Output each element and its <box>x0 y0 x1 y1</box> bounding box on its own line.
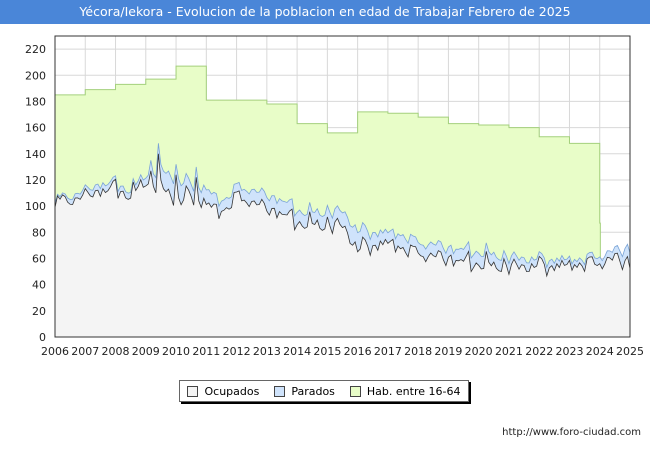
series-ocupados-area <box>55 153 630 337</box>
y-tick-label: 180 <box>25 95 46 108</box>
legend-item-parados: Parados <box>274 385 335 398</box>
x-tick-label: 2014 <box>283 345 311 358</box>
x-tick-label: 2023 <box>555 345 583 358</box>
x-tick-label: 2011 <box>192 345 220 358</box>
series-ocupados-line <box>54 153 631 278</box>
y-tick-label: 220 <box>25 43 46 56</box>
plot-frame <box>54 35 631 338</box>
parados-swatch <box>274 385 286 397</box>
y-tick-label: 0 <box>39 331 46 344</box>
y-tick-label: 40 <box>32 279 46 292</box>
y-tick-label: 20 <box>32 305 46 318</box>
legend-item-hab: Hab. entre 16-64 <box>349 384 461 398</box>
legend-item-ocupados: Ocupados <box>187 385 259 398</box>
ocupados-swatch <box>187 385 199 397</box>
x-tick-label: 2019 <box>434 345 462 358</box>
x-tick-label: 2007 <box>71 345 99 358</box>
legend: Ocupados Parados Hab. entre 16-64 <box>179 380 469 402</box>
x-tick-label: 2013 <box>253 345 281 358</box>
x-tick-label: 2012 <box>223 345 251 358</box>
x-tick-label: 2024 <box>586 345 614 358</box>
x-tick-label: 2016 <box>344 345 372 358</box>
x-tick-label: 2025 <box>616 345 644 358</box>
series-parados-line <box>54 143 631 269</box>
legend-label-ocupados: Ocupados <box>204 384 260 398</box>
y-tick-label: 140 <box>25 148 46 161</box>
y-tick-label: 200 <box>25 69 46 82</box>
x-tick-label: 2017 <box>374 345 402 358</box>
source-link[interactable]: http://www.foro-ciudad.com <box>502 427 641 438</box>
chart-title: Yécora/Iekora - Evolucion de la poblacio… <box>79 4 571 19</box>
legend-label-parados: Parados <box>291 384 335 398</box>
x-tick-label: 2022 <box>525 345 553 358</box>
y-tick-label: 60 <box>32 252 46 265</box>
y-tick-label: 80 <box>32 226 46 239</box>
title-bar <box>0 0 650 24</box>
x-tick-label: 2008 <box>102 345 130 358</box>
legend-label-hab: Hab. entre 16-64 <box>366 384 461 398</box>
x-tick-label: 2018 <box>404 345 432 358</box>
x-tick-label: 2021 <box>495 345 523 358</box>
y-tick-label: 160 <box>25 122 46 135</box>
x-tick-label: 2020 <box>465 345 493 358</box>
x-tick-label: 2010 <box>162 345 190 358</box>
y-tick-label: 100 <box>25 200 46 213</box>
x-tick-label: 2015 <box>313 345 341 358</box>
hab-swatch <box>349 385 361 397</box>
y-tick-label: 120 <box>25 174 46 187</box>
x-tick-label: 2009 <box>132 345 160 358</box>
x-tick-label: 2006 <box>41 345 69 358</box>
